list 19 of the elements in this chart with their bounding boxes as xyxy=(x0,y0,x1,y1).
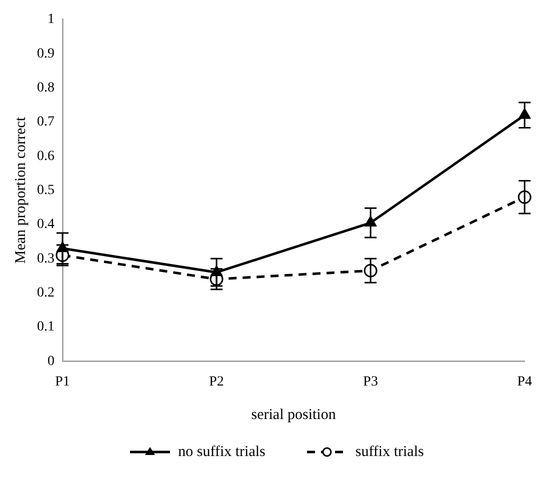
y-tick-label: 0.9 xyxy=(37,46,54,62)
x-tick-label: P4 xyxy=(517,374,532,390)
legend-label: no suffix trials xyxy=(178,444,266,460)
y-tick-label: 0.3 xyxy=(37,251,54,266)
x-tick-label: P1 xyxy=(55,374,70,390)
x-axis-title: serial position xyxy=(251,406,336,423)
y-tick-label: 0.5 xyxy=(37,182,54,198)
x-tick-label: P3 xyxy=(363,374,378,390)
y-tick-label: 0.1 xyxy=(37,320,54,335)
y-tick-label: 1 xyxy=(48,12,54,28)
y-tick-label: 0 xyxy=(48,354,54,369)
y-tick-label: 0.7 xyxy=(37,114,54,130)
y-tick-label: 0.4 xyxy=(37,217,54,232)
y-tick-label: 0.6 xyxy=(37,148,54,164)
legend-label: suffix trials xyxy=(355,444,424,460)
y-tick-label: 0.2 xyxy=(37,286,54,301)
y-tick-label: 0.8 xyxy=(37,80,54,96)
x-tick-label: P2 xyxy=(209,374,224,390)
y-axis-title: Mean proportion correct xyxy=(12,116,29,264)
